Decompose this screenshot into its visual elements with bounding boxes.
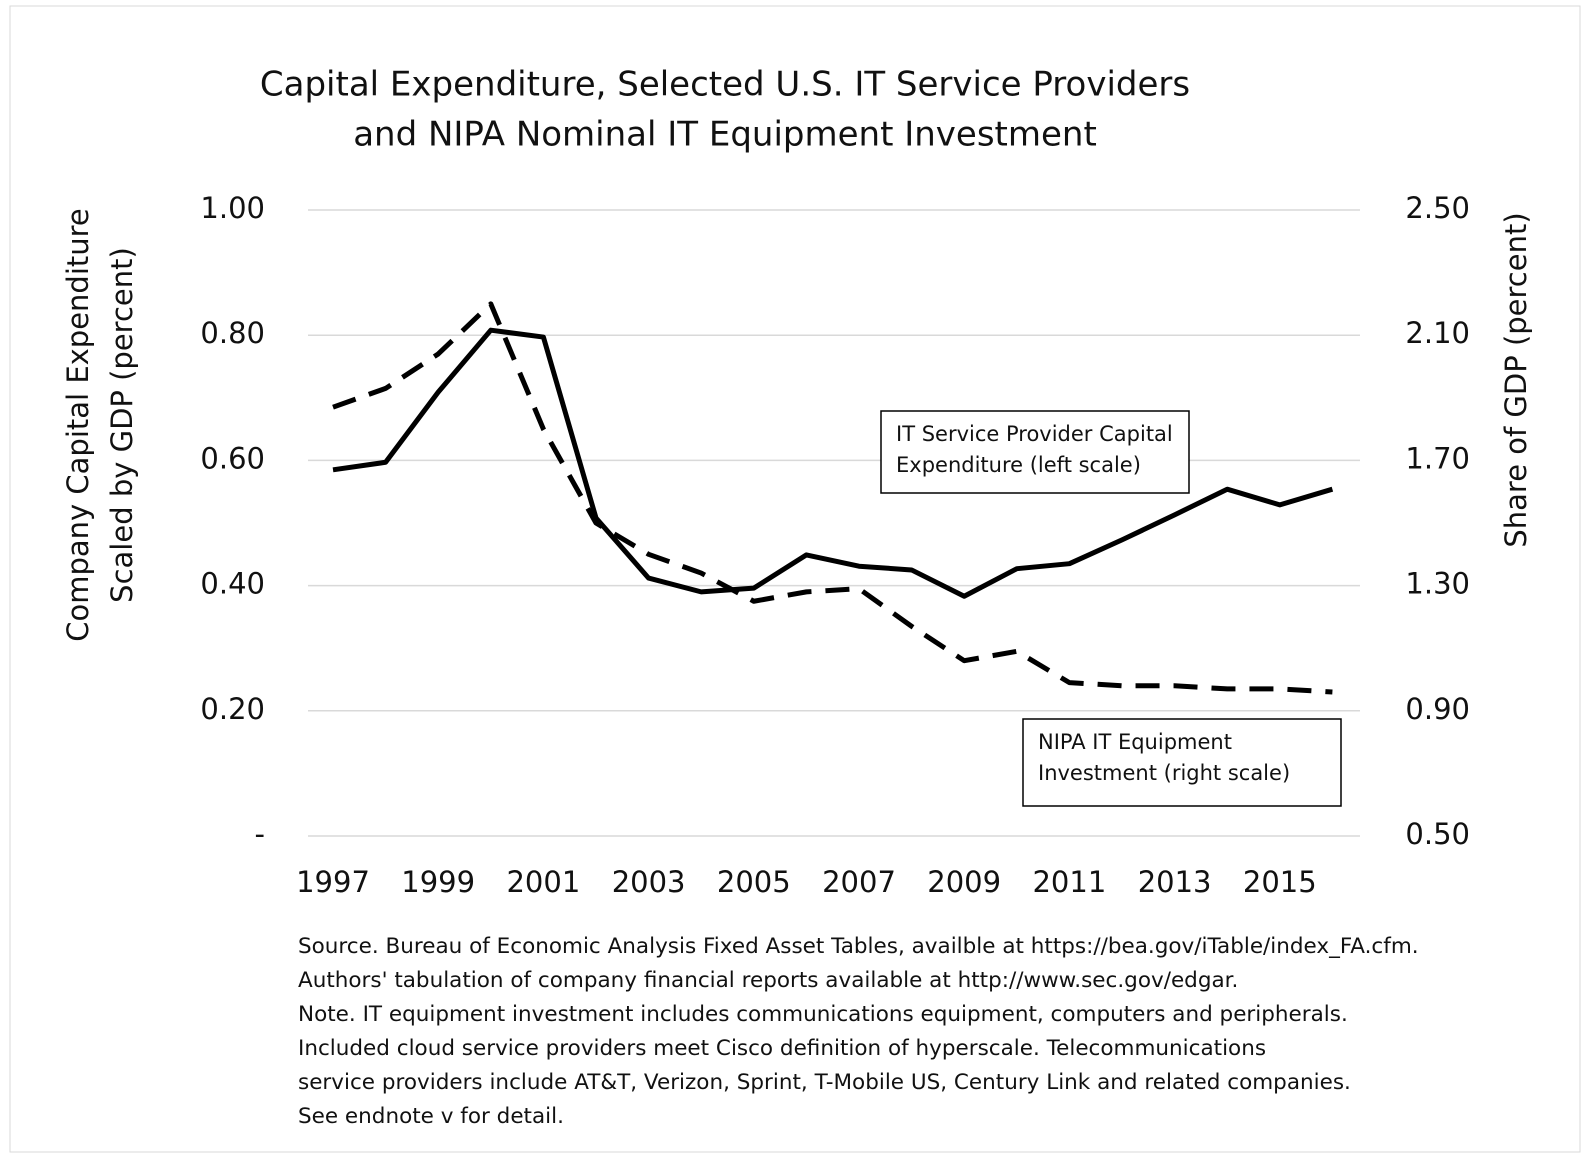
y-tick-label: 0.60: [200, 441, 265, 475]
source-note: See endnote v for detail.: [298, 1104, 564, 1129]
y2-tick-label: 1.30: [1405, 567, 1470, 601]
y-tick-label: -: [255, 817, 265, 851]
annotation-text: Expenditure (left scale): [896, 453, 1141, 477]
annotation-text: IT Service Provider Capital: [896, 422, 1173, 446]
source-note: Source. Bureau of Economic Analysis Fixe…: [298, 934, 1419, 959]
y2-tick-label: 2.50: [1405, 191, 1470, 225]
x-tick-label: 2015: [1243, 865, 1317, 899]
y2-tick-label: 0.90: [1405, 692, 1470, 726]
x-tick-label: 1999: [401, 865, 475, 899]
chart-title: and NIPA Nominal IT Equipment Investment: [353, 115, 1097, 155]
annotation-box: [880, 410, 1190, 494]
line-series: [332, 327, 1334, 599]
x-tick-label: 2005: [717, 865, 791, 899]
y-tick-label: 0.40: [200, 567, 265, 601]
y-tick-label: 0.20: [200, 692, 265, 726]
line-series: [332, 301, 1333, 695]
source-note: Authors' tabulation of company financial…: [298, 968, 1238, 993]
annotation-box: [1022, 718, 1342, 807]
source-note: Note. IT equipment investment includes c…: [298, 1002, 1348, 1027]
annotation-text: NIPA IT Equipment: [1038, 730, 1232, 754]
y2-tick-label: 1.70: [1405, 441, 1470, 475]
x-tick-label: 2011: [1032, 865, 1106, 899]
x-tick-label: 2001: [506, 865, 580, 899]
y-tick-label: 0.80: [200, 316, 265, 350]
y2-tick-label: 2.10: [1405, 316, 1470, 350]
source-note: Included cloud service providers meet Ci…: [298, 1036, 1266, 1061]
y-tick-label: 1.00: [200, 191, 265, 225]
x-tick-label: 2003: [612, 865, 686, 899]
source-note: service providers include AT&T, Verizon,…: [298, 1070, 1351, 1095]
y2-tick-label: 0.50: [1405, 817, 1470, 851]
chart-title: Capital Expenditure, Selected U.S. IT Se…: [260, 65, 1190, 105]
x-tick-label: 1997: [296, 865, 370, 899]
annotation-text: Investment (right scale): [1038, 761, 1290, 785]
x-tick-label: 2007: [822, 865, 896, 899]
y-axis-label: Scaled by GDP (percent): [105, 247, 139, 603]
x-tick-label: 2013: [1138, 865, 1212, 899]
y2-axis-label: Share of GDP (percent): [1499, 212, 1533, 547]
y-axis-label: Company Capital Expenditure: [61, 208, 95, 642]
x-tick-label: 2009: [927, 865, 1001, 899]
frame: [9, 5, 1581, 1153]
